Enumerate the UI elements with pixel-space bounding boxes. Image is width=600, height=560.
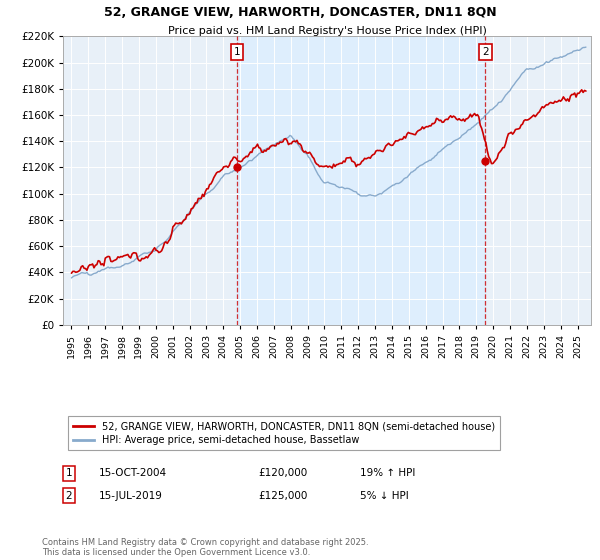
Text: 19% ↑ HPI: 19% ↑ HPI (360, 468, 415, 478)
Text: 2: 2 (65, 491, 73, 501)
Text: 2: 2 (482, 47, 489, 57)
Text: 15-OCT-2004: 15-OCT-2004 (99, 468, 167, 478)
Title: Price paid vs. HM Land Registry's House Price Index (HPI): Price paid vs. HM Land Registry's House … (167, 26, 487, 36)
Text: 15-JUL-2019: 15-JUL-2019 (99, 491, 163, 501)
Text: 1: 1 (65, 468, 73, 478)
Text: £120,000: £120,000 (258, 468, 307, 478)
Text: Contains HM Land Registry data © Crown copyright and database right 2025.
This d: Contains HM Land Registry data © Crown c… (42, 538, 368, 557)
Bar (237, 36, 485, 325)
Text: 52, GRANGE VIEW, HARWORTH, DONCASTER, DN11 8QN: 52, GRANGE VIEW, HARWORTH, DONCASTER, DN… (104, 6, 496, 18)
Text: 1: 1 (234, 47, 241, 57)
Legend: 52, GRANGE VIEW, HARWORTH, DONCASTER, DN11 8QN (semi-detached house), HPI: Avera: 52, GRANGE VIEW, HARWORTH, DONCASTER, DN… (68, 416, 500, 450)
Text: £125,000: £125,000 (258, 491, 307, 501)
Text: 5% ↓ HPI: 5% ↓ HPI (360, 491, 409, 501)
